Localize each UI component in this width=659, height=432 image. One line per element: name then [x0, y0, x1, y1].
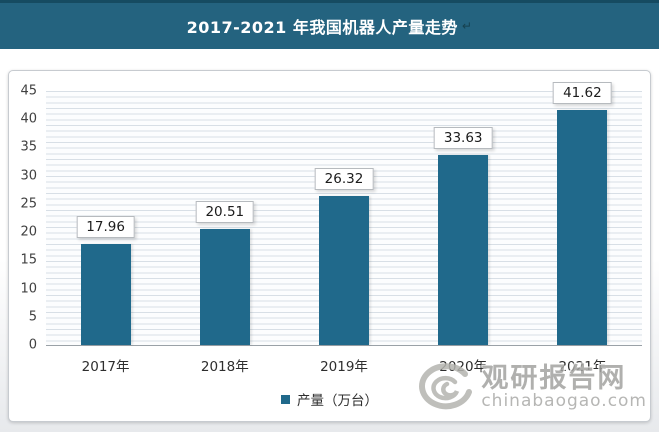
x-axis-label: 2020年: [439, 359, 488, 375]
y-axis-tick-label: 45: [20, 83, 37, 99]
y-axis-tick-label: 30: [20, 168, 37, 184]
watermark-name: 观研报告网: [481, 362, 627, 394]
value-label: 41.62: [553, 82, 612, 105]
y-axis-tick-label: 40: [20, 111, 37, 127]
x-axis-label: 2018年: [200, 359, 249, 375]
legend-marker-icon: [281, 394, 290, 404]
anchor-mark-icon: ↵: [461, 19, 473, 33]
y-axis-tick-label: 35: [20, 139, 37, 155]
page-title: 2017-2021 年我国机器人产量走势: [186, 18, 458, 37]
y-axis-tick-label: 5: [28, 309, 37, 325]
watermark-logo-icon: [419, 363, 473, 410]
bar: [438, 155, 489, 345]
value-label: 33.63: [433, 127, 493, 150]
legend-label: 产量（万台）: [297, 393, 378, 409]
x-axis-label: 2019年: [320, 359, 368, 375]
value-label: 26.32: [314, 168, 374, 191]
value-label: 17.96: [76, 215, 135, 238]
x-axis-label: 2017年: [81, 359, 130, 375]
bar: [557, 110, 608, 345]
y-axis-tick-label: 0: [28, 337, 37, 353]
x-axis-label: 2021年: [558, 359, 607, 375]
chart-frame: 45 40 35 30 25 20 15 10 5 0 17.96 2017年 20.51 2018年 26…: [8, 70, 651, 422]
watermark: 观研报告网 chinabaogao.com: [413, 362, 647, 414]
y-axis-tick-label: 25: [20, 196, 37, 212]
bar: [199, 229, 250, 345]
watermark-url: chinabaogao.com: [481, 391, 647, 412]
y-axis-tick-label: 20: [20, 224, 37, 240]
title-banner: 2017-2021 年我国机器人产量走势 ↵: [0, 0, 659, 49]
value-label: 20.51: [195, 201, 255, 224]
bar: [319, 196, 369, 345]
y-axis-tick-label: 15: [20, 252, 37, 268]
watermark-text: 观研报告网 chinabaogao.com: [481, 362, 647, 412]
y-axis-tick-label: 10: [20, 281, 37, 297]
bar: [80, 243, 131, 345]
legend: 产量（万台）: [9, 389, 650, 409]
plot-area: 45 40 35 30 25 20 15 10 5 0 17.96 2017年 20.51 2018年 26…: [20, 82, 642, 375]
